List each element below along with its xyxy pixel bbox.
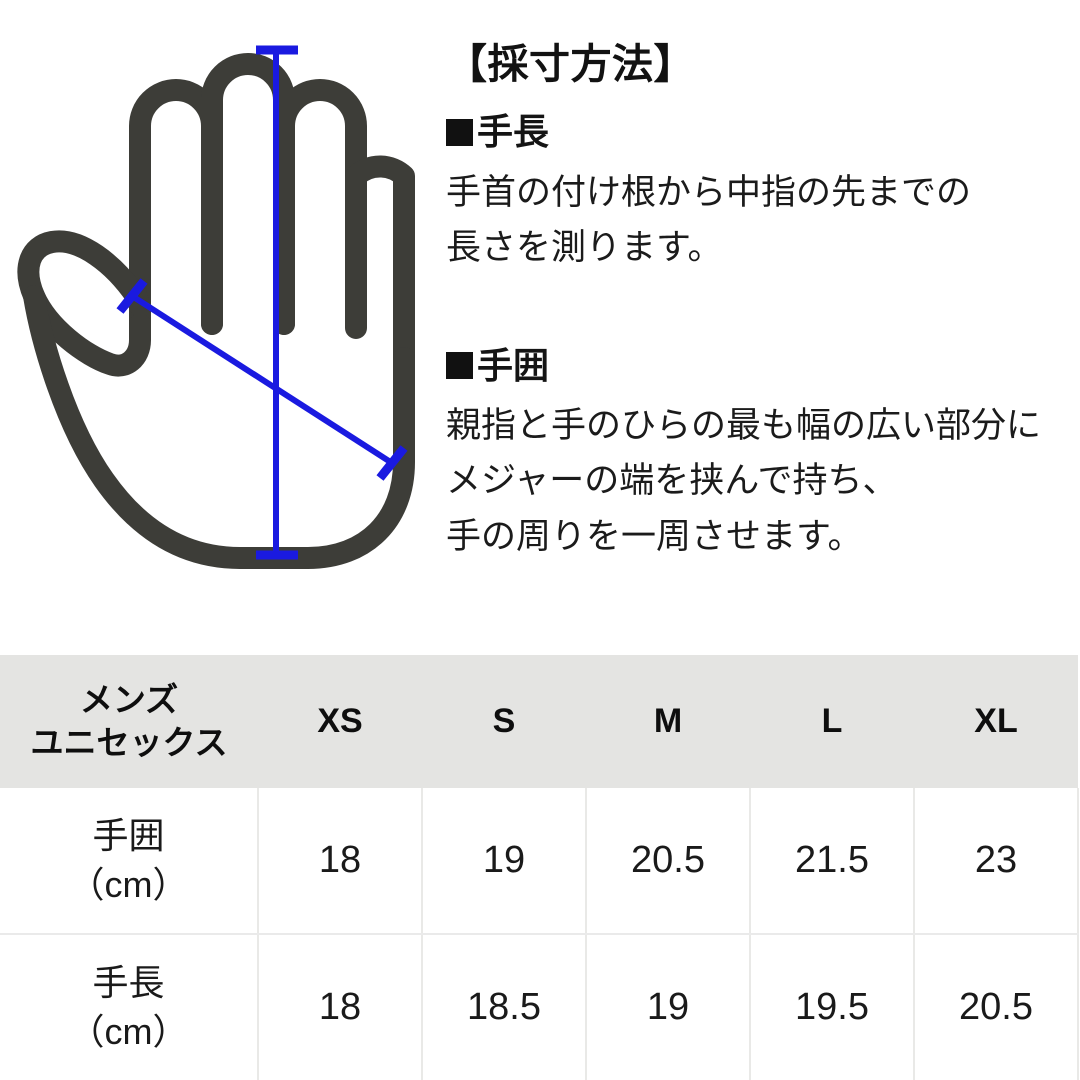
hand-length-description: 手首の付け根から中指の先までの 長さを測ります。 [446, 165, 1076, 276]
section-spacer [446, 286, 1076, 342]
measurement-instructions-area: 【採寸方法】 手長 手首の付け根から中指の先までの 長さを測ります。 手囲 [8, 28, 1076, 598]
row-label-text: 手囲 [92, 814, 165, 856]
header-size-xl: XL [914, 655, 1078, 788]
hand-circumference-measure-line [116, 278, 408, 481]
hand-circumference-description: 親指と手のひらの最も幅の広い部分に メジャーの端を挟んで持ち、 手の周りを一周さ… [446, 398, 1076, 564]
header-size-m: M [586, 655, 750, 788]
cell-hand-circumference-l: 21.5 [750, 788, 915, 935]
header-size-s: S [422, 655, 586, 788]
size-table-header: メンズ ユニセックス XS S M L XL [0, 655, 1078, 788]
cell-hand-length-xl: 20.5 [914, 934, 1079, 1080]
hand-circumference-description-line-3: 手の周りを一周させます。 [446, 516, 863, 556]
header-category-label: メンズ ユニセックス [0, 655, 258, 788]
instruction-section-hand-length: 手長 手首の付け根から中指の先までの 長さを測ります。 [446, 108, 1076, 275]
cell-hand-length-s: 18.5 [422, 934, 587, 1080]
filled-square-icon [446, 119, 473, 147]
hand-outline-icon [17, 53, 415, 569]
hand-measurement-diagram [8, 28, 428, 598]
cell-hand-circumference-s: 19 [422, 788, 587, 935]
size-chart-table: メンズ ユニセックス XS S M L XL 手囲 （cm） 18 [0, 655, 1079, 1080]
header-category-line-2: ユニセックス [30, 723, 228, 761]
table-row: 手囲 （cm） 18 19 20.5 21.5 23 [0, 788, 1079, 935]
hand-length-heading-label: 手長 [477, 111, 550, 153]
cell-hand-length-m: 19 [586, 934, 751, 1080]
hand-circumference-heading: 手囲 [446, 342, 1076, 391]
table-row: 手長 （cm） 18 18.5 19 19.5 20.5 [0, 934, 1079, 1080]
row-label-hand-length: 手長 （cm） [0, 934, 259, 1080]
cell-hand-length-xs: 18 [258, 934, 423, 1080]
row-label-unit: （cm） [68, 1010, 189, 1052]
hand-circumference-description-line-1: 親指と手のひらの最も幅の広い部分に [446, 406, 1042, 446]
row-label-hand-circumference: 手囲 （cm） [0, 788, 259, 935]
hand-length-heading: 手長 [446, 108, 1076, 157]
cell-hand-circumference-xs: 18 [258, 788, 423, 935]
header-size-l: L [750, 655, 914, 788]
size-table-body: 手囲 （cm） 18 19 20.5 21.5 23 手長 （cm） 18 18… [0, 788, 1079, 1080]
instructions-text-block: 【採寸方法】 手長 手首の付け根から中指の先までの 長さを測ります。 手囲 [446, 40, 1076, 574]
hand-length-description-line-1: 手首の付け根から中指の先までの [446, 172, 972, 212]
hand-length-description-line-2: 長さを測ります。 [446, 228, 723, 268]
cell-hand-circumference-m: 20.5 [586, 788, 751, 935]
instructions-title: 【採寸方法】 [446, 41, 695, 87]
table-header-row: メンズ ユニセックス XS S M L XL [0, 655, 1078, 788]
hand-circumference-description-line-2: メジャーの端を挟んで持ち、 [446, 461, 898, 501]
hand-length-measure-line [256, 45, 298, 560]
filled-square-icon [446, 352, 473, 380]
hand-circumference-heading-label: 手囲 [477, 344, 550, 386]
row-label-text: 手長 [92, 961, 165, 1003]
instruction-section-hand-circumference: 手囲 親指と手のひらの最も幅の広い部分に メジャーの端を挟んで持ち、 手の周りを… [446, 342, 1076, 564]
header-size-xs: XS [258, 655, 422, 788]
cell-hand-length-l: 19.5 [750, 934, 915, 1080]
header-category-line-1: メンズ [79, 680, 179, 718]
cell-hand-circumference-xl: 23 [914, 788, 1079, 935]
size-table-container: メンズ ユニセックス XS S M L XL 手囲 （cm） 18 [0, 655, 1079, 1080]
row-label-unit: （cm） [68, 863, 189, 905]
